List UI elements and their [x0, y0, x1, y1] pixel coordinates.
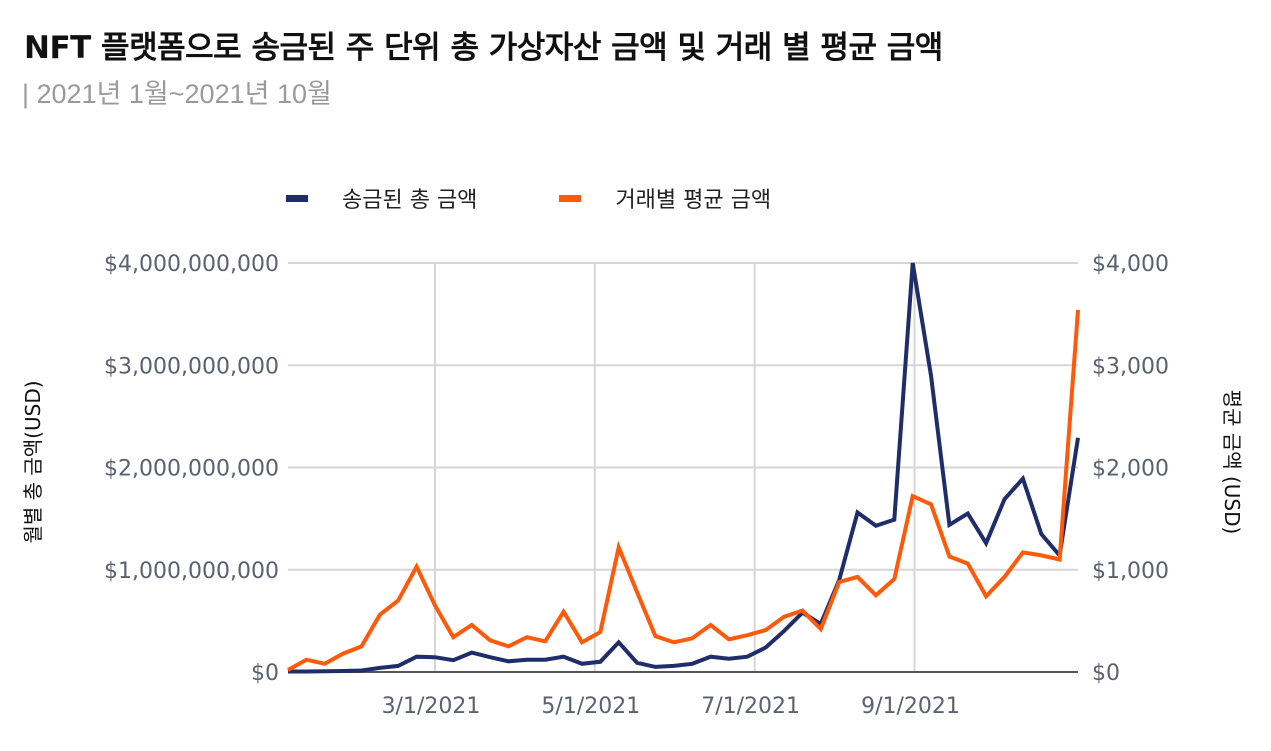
series-lines	[287, 262, 1080, 674]
right-tick-label: $4,000	[1092, 252, 1169, 277]
legend: 송금된 총 금액 거래별 평균 금액	[286, 182, 853, 214]
legend-label-average: 거래별 평균 금액	[615, 188, 772, 213]
series-total-amount-line	[288, 262, 1080, 674]
chart-title: NFT 플랫폼으로 송금된 주 단위 총 가상자산 금액 및 거래 별 평균 금…	[24, 30, 943, 66]
left-tick-label: $3,000,000,000	[104, 354, 279, 379]
left-tick-label: $0	[251, 661, 279, 686]
right-axis-label: 평균 금액 (USD)	[1220, 390, 1244, 535]
gridlines	[288, 262, 1078, 673]
x-tick-label: 7/1/2021	[701, 694, 800, 719]
x-tick-label: 5/1/2021	[541, 694, 640, 719]
right-tick-label: $0	[1092, 661, 1120, 686]
x-tick-label: 3/1/2021	[382, 694, 481, 719]
x-tick-label: 9/1/2021	[861, 694, 960, 719]
legend-swatch-total	[286, 194, 308, 202]
legend-label-total: 송금된 총 금액	[342, 188, 478, 213]
right-tick-label: $2,000	[1092, 457, 1169, 482]
axis-ticks: $0 $0 $1,000,000,000 $1,000 $2,000,000,000 $2…	[104, 252, 1169, 719]
left-tick-label: $2,000,000,000	[104, 457, 279, 482]
legend-swatch-average	[559, 194, 582, 202]
left-axis-label: 월별 총 금액(USD)	[21, 380, 45, 543]
chart-subtitle: | 2021년 1월~2021년 10월	[22, 79, 332, 109]
left-tick-label: $4,000,000,000	[104, 252, 279, 277]
legend-item-average: 거래별 평균 금액	[559, 182, 771, 214]
series-average-amount-line	[287, 309, 1080, 672]
right-tick-label: $1,000	[1092, 559, 1169, 584]
right-tick-label: $3,000	[1092, 354, 1169, 379]
legend-item-total: 송금된 총 금액	[286, 182, 477, 214]
left-tick-label: $1,000,000,000	[104, 559, 279, 584]
